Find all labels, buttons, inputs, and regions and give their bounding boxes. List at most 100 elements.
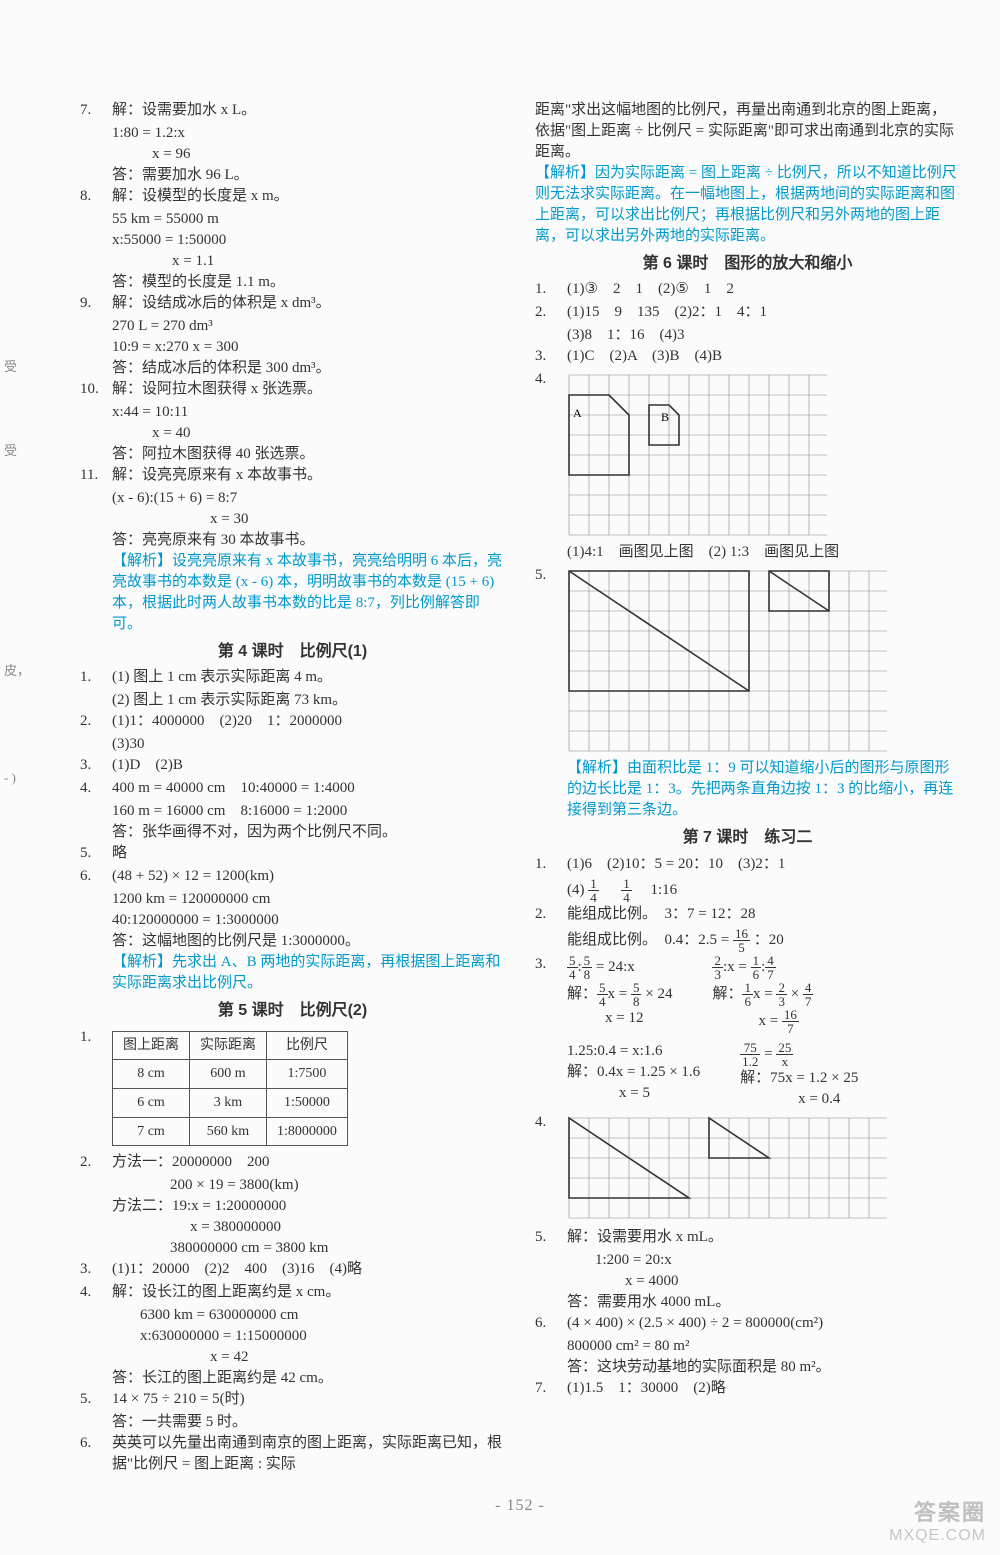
line: 380000000 cm = 3800 km	[80, 1238, 505, 1259]
line: x = 40	[80, 423, 505, 444]
qbody: 解：设结成冰后的体积是 x dm³。	[112, 293, 505, 314]
line: x = 4000	[535, 1271, 960, 1292]
watermark-sub: MXQE.COM	[889, 1527, 986, 1545]
qbody: (1)D (2)B	[112, 755, 505, 776]
fraction: 14	[621, 877, 632, 904]
qbody: (1)③ 2 1 (2)⑤ 1 2	[567, 279, 960, 300]
line: 55 km = 55000 m	[80, 209, 505, 230]
qnum: 2.	[80, 711, 112, 732]
qbody: 54:58 = 24:x 解：54x = 58 × 24 x = 12 23:x…	[567, 954, 960, 1110]
page-number: - 152 -	[80, 1497, 960, 1515]
qnum: 5.	[535, 1227, 567, 1248]
qnum: 4.	[535, 1112, 567, 1225]
qnum: 2.	[535, 302, 567, 323]
grid-figure-7-4	[567, 1116, 887, 1221]
line: (3)8 1：16 (4)3	[535, 325, 960, 346]
eq-block: 23:x = 16:47 解：16x = 23 × 47 x = 167	[712, 954, 813, 1035]
side-tab: - )	[4, 770, 16, 786]
caption: (1)4:1 画图见上图 (2) 1:3 画图见上图	[567, 542, 960, 563]
qbody: 400 m = 40000 cm 10:40000 = 1:4000	[112, 778, 505, 799]
qnum: 10.	[80, 379, 112, 400]
qbody: (48 + 52) × 12 = 1200(km)	[112, 866, 505, 887]
qbody: 方法一：20000000 200	[112, 1152, 505, 1173]
line: x = 42	[80, 1347, 505, 1368]
qbody: 解：设需要加水 x L。	[112, 100, 505, 121]
qnum: 8.	[80, 186, 112, 207]
line: 答：亮亮原来有 30 本故事书。	[80, 530, 505, 551]
qnum: 5.	[535, 565, 567, 821]
line: 1:80 = 1.2:x	[80, 123, 505, 144]
qbody: (1)1：4000000 (2)20 1：2000000	[112, 711, 505, 732]
line: 答：模型的长度是 1.1 m。	[80, 272, 505, 293]
qnum: 1.	[80, 1027, 112, 1150]
qnum: 9.	[80, 293, 112, 314]
line: 答：这幅地图的比例尺是 1:3000000。	[80, 931, 505, 952]
line: 160 m = 16000 cm 8:16000 = 1:2000	[80, 801, 505, 822]
td: 1:7500	[267, 1060, 348, 1089]
section-heading: 第 7 课时 练习二	[535, 827, 960, 849]
analysis: 【解析】由面积比是 1：9 可以知道缩小后的图形与原图形的边长比是 1：3。先把…	[567, 758, 960, 821]
line: 答：阿拉木图获得 40 张选票。	[80, 444, 505, 465]
qbody: 解：设需要用水 x mL。	[567, 1227, 960, 1248]
analysis: 【解析】先求出 A、B 两地的实际距离，再根据图上距离和实际距离求出比例尺。	[80, 952, 505, 994]
td: 3 km	[190, 1088, 267, 1117]
t: ：20	[754, 932, 784, 948]
qnum: 1.	[80, 667, 112, 688]
qnum: 6.	[535, 1313, 567, 1334]
line: x = 380000000	[80, 1217, 505, 1238]
qbody: (1) 图上 1 cm 表示实际距离 4 m。	[112, 667, 505, 688]
line: 答：张华画得不对，因为两个比例尺不同。	[80, 822, 505, 843]
side-tab: 皮，	[4, 660, 30, 679]
svg-text:B: B	[661, 410, 669, 424]
svg-text:A: A	[573, 406, 582, 420]
line: 40:120000000 = 1:3000000	[80, 910, 505, 931]
section-heading: 第 6 课时 图形的放大和缩小	[535, 253, 960, 275]
line: 10:9 = x:270 x = 300	[80, 337, 505, 358]
qbody: (4 × 400) × (2.5 × 400) ÷ 2 = 800000(cm²…	[567, 1313, 960, 1334]
line: 答：这块劳动基地的实际面积是 80 m²。	[535, 1357, 960, 1378]
qnum: 3.	[535, 346, 567, 367]
th: 实际距离	[190, 1031, 267, 1060]
qnum: 7.	[80, 100, 112, 121]
qnum: 2.	[535, 904, 567, 925]
qnum: 3.	[80, 755, 112, 776]
qnum: 4.	[80, 1282, 112, 1303]
line: 270 L = 270 dm³	[80, 316, 505, 337]
td: 560 km	[190, 1117, 267, 1146]
qbody: 解：设模型的长度是 x m。	[112, 186, 505, 207]
td: 600 m	[190, 1060, 267, 1089]
qbody: 英英可以先量出南通到南京的图上距离，实际距离已知，根据"比例尺 = 图上距离 :…	[112, 1433, 505, 1475]
th: 比例尺	[267, 1031, 348, 1060]
qbody: 解：设亮亮原来有 x 本故事书。	[112, 465, 505, 486]
qnum: 6.	[80, 1433, 112, 1475]
qbody: 解：设阿拉木图获得 x 张选票。	[112, 379, 505, 400]
qnum: 5.	[80, 1389, 112, 1410]
qnum: 3.	[535, 954, 567, 1110]
qbody: 14 × 75 ÷ 210 = 5(时)	[112, 1389, 505, 1410]
qbody: (1)15 9 135 (2)2：1 4：1	[567, 302, 960, 323]
right-column: 距离"求出这幅地图的比例尺，再量出南通到北京的图上距离，依据"图上距离 ÷ 比例…	[535, 100, 960, 1477]
line: 6300 km = 630000000 cm	[80, 1305, 505, 1326]
line: (x - 6):(15 + 6) = 8:7	[80, 488, 505, 509]
qbody: 能组成比例。 3：7 = 12：28	[567, 904, 960, 925]
td: 1:50000	[267, 1088, 348, 1117]
continuation: 距离"求出这幅地图的比例尺，再量出南通到北京的图上距离，依据"图上距离 ÷ 比例…	[535, 100, 960, 163]
qbody: (1)C (2)A (3)B (4)B	[567, 346, 960, 367]
analysis: 【解析】设亮亮原来有 x 本故事书，亮亮给明明 6 本后，亮亮故事书的本数是 (…	[80, 551, 505, 635]
qbody: 解：设长江的图上距离约是 x cm。	[112, 1282, 505, 1303]
section-heading: 第 5 课时 比例尺(2)	[80, 1000, 505, 1022]
qbody: (1)1：20000 (2)2 400 (3)16 (4)略	[112, 1259, 505, 1280]
line: 方法二：19:x = 1:20000000	[80, 1196, 505, 1217]
td: 7 cm	[113, 1117, 190, 1146]
qnum: 4.	[535, 369, 567, 563]
qnum: 4.	[80, 778, 112, 799]
grid-figure-4: AB	[567, 373, 827, 538]
qnum: 3.	[80, 1259, 112, 1280]
line: 答：一共需要 5 时。	[80, 1412, 505, 1433]
td: 6 cm	[113, 1088, 190, 1117]
page: 受 受 皮， - ) 7.解：设需要加水 x L。 1:80 = 1.2:x x…	[0, 0, 1000, 1555]
line: x:630000000 = 1:15000000	[80, 1326, 505, 1347]
watermark: 答案圈 MXQE.COM	[889, 1495, 986, 1545]
side-tab: 受	[4, 356, 17, 375]
line: 能组成比例。 0.4：2.5 = 165 ：20	[535, 927, 960, 954]
